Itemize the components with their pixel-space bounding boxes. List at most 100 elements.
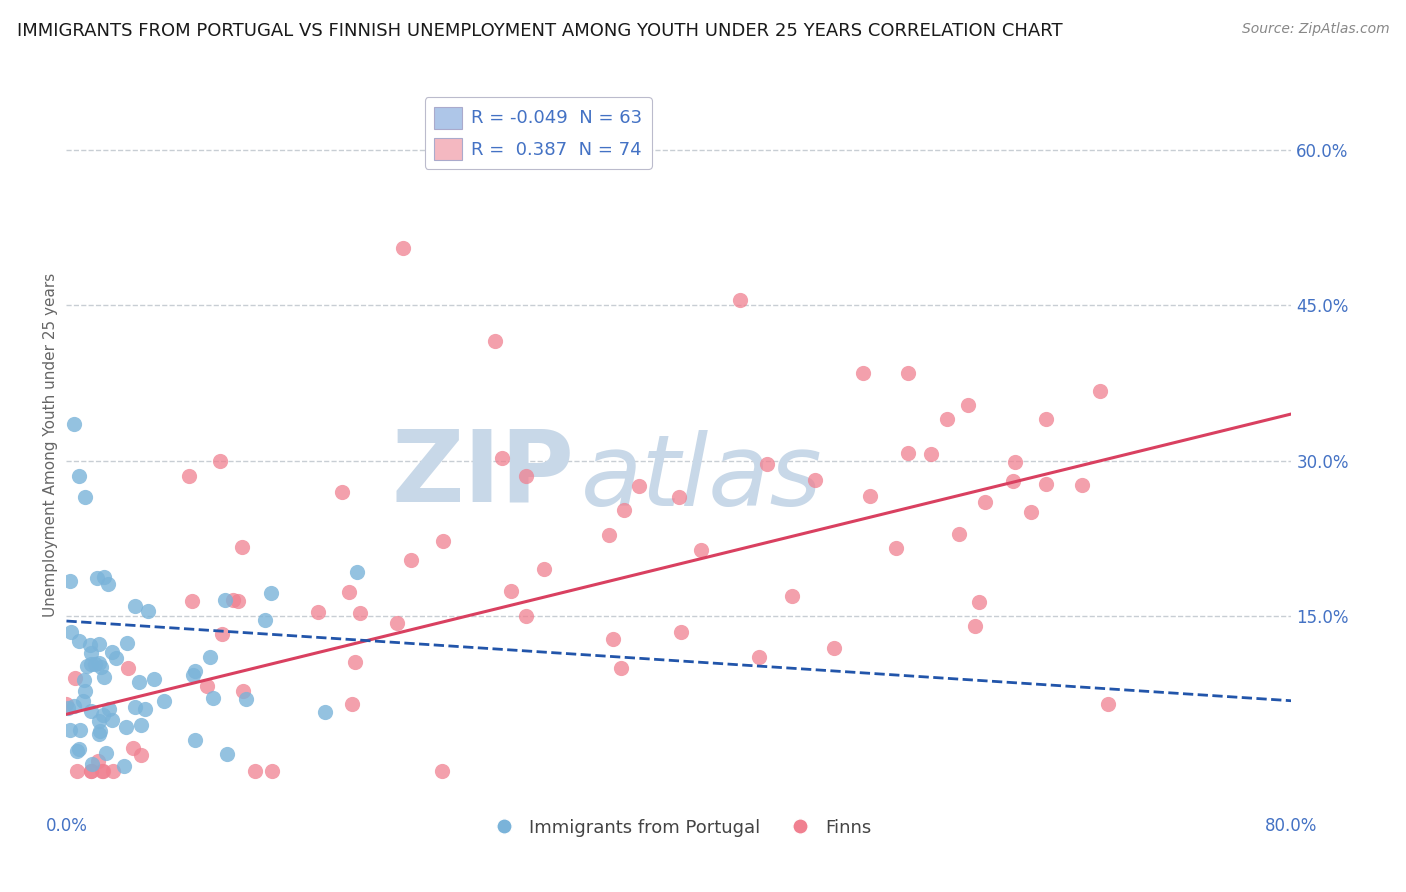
Point: [87, 714, 110, 729]
Point: [897, 446, 920, 460]
Point: [101, 764, 124, 779]
Point: [897, 366, 920, 380]
Point: [307, 605, 329, 619]
Point: [669, 624, 692, 639]
Point: [66, 744, 89, 758]
Point: [90, 764, 112, 779]
Point: [56, 700, 79, 714]
Point: [121, 741, 143, 756]
Point: [55, 697, 77, 711]
Point: [93, 570, 115, 584]
Point: [1004, 455, 1026, 469]
Point: [79, 764, 101, 779]
Point: [533, 562, 555, 576]
Point: [59, 723, 82, 737]
Point: [183, 667, 205, 681]
Point: [63, 698, 86, 713]
Point: [852, 366, 875, 380]
Point: [67, 634, 90, 648]
Point: [80, 646, 103, 660]
Point: [1088, 384, 1111, 399]
Point: [96, 746, 118, 760]
Point: [59, 624, 82, 639]
Point: [1002, 474, 1025, 488]
Point: [73, 684, 96, 698]
Point: [87, 657, 110, 671]
Point: [214, 593, 236, 607]
Point: [501, 584, 523, 599]
Point: [430, 764, 453, 778]
Point: [117, 635, 139, 649]
Point: [142, 672, 165, 686]
Point: [755, 457, 778, 471]
Point: [73, 673, 96, 688]
Point: [129, 747, 152, 762]
Point: [226, 594, 249, 608]
Point: [349, 606, 371, 620]
Point: [80, 657, 103, 671]
Point: [598, 528, 620, 542]
Point: [69, 723, 91, 737]
Point: [1097, 697, 1119, 711]
Point: [780, 589, 803, 603]
Point: [668, 490, 690, 504]
Point: [80, 764, 103, 779]
Point: [72, 693, 94, 707]
Point: [401, 553, 423, 567]
Point: [728, 293, 751, 307]
Point: [948, 527, 970, 541]
Point: [231, 684, 253, 698]
Point: [112, 758, 135, 772]
Point: [101, 645, 124, 659]
Point: [612, 502, 634, 516]
Point: [235, 692, 257, 706]
Point: [690, 543, 713, 558]
Point: [222, 592, 245, 607]
Point: [602, 632, 624, 647]
Point: [884, 541, 907, 555]
Point: [969, 595, 991, 609]
Point: [201, 690, 224, 705]
Point: [1019, 505, 1042, 519]
Y-axis label: Unemployment Among Youth under 25 years: Unemployment Among Youth under 25 years: [44, 273, 58, 617]
Text: ZIP: ZIP: [392, 425, 575, 523]
Point: [748, 650, 770, 665]
Point: [91, 708, 114, 723]
Point: [260, 586, 283, 600]
Point: [198, 650, 221, 665]
Point: [1070, 478, 1092, 492]
Point: [957, 398, 980, 412]
Point: [89, 727, 111, 741]
Legend: Immigrants from Portugal, Finns: Immigrants from Portugal, Finns: [479, 812, 879, 844]
Point: [67, 742, 90, 756]
Point: [89, 723, 111, 738]
Point: [114, 721, 136, 735]
Text: atlas: atlas: [581, 430, 823, 526]
Point: [66, 764, 89, 779]
Point: [97, 576, 120, 591]
Point: [385, 615, 408, 630]
Point: [935, 412, 957, 426]
Point: [1035, 476, 1057, 491]
Point: [80, 704, 103, 718]
Point: [253, 613, 276, 627]
Point: [86, 571, 108, 585]
Point: [974, 495, 997, 509]
Point: [134, 702, 156, 716]
Point: [346, 566, 368, 580]
Point: [87, 754, 110, 768]
Point: [67, 469, 90, 483]
Point: [124, 700, 146, 714]
Point: [208, 453, 231, 467]
Point: [484, 334, 506, 349]
Point: [859, 489, 882, 503]
Text: Source: ZipAtlas.com: Source: ZipAtlas.com: [1241, 22, 1389, 37]
Point: [340, 697, 363, 711]
Point: [965, 619, 987, 633]
Point: [84, 657, 107, 671]
Point: [59, 574, 82, 589]
Point: [231, 540, 253, 554]
Point: [63, 671, 86, 685]
Text: IMMIGRANTS FROM PORTUGAL VS FINNISH UNEMPLOYMENT AMONG YOUTH UNDER 25 YEARS CORR: IMMIGRANTS FROM PORTUGAL VS FINNISH UNEM…: [17, 22, 1063, 40]
Point: [330, 484, 353, 499]
